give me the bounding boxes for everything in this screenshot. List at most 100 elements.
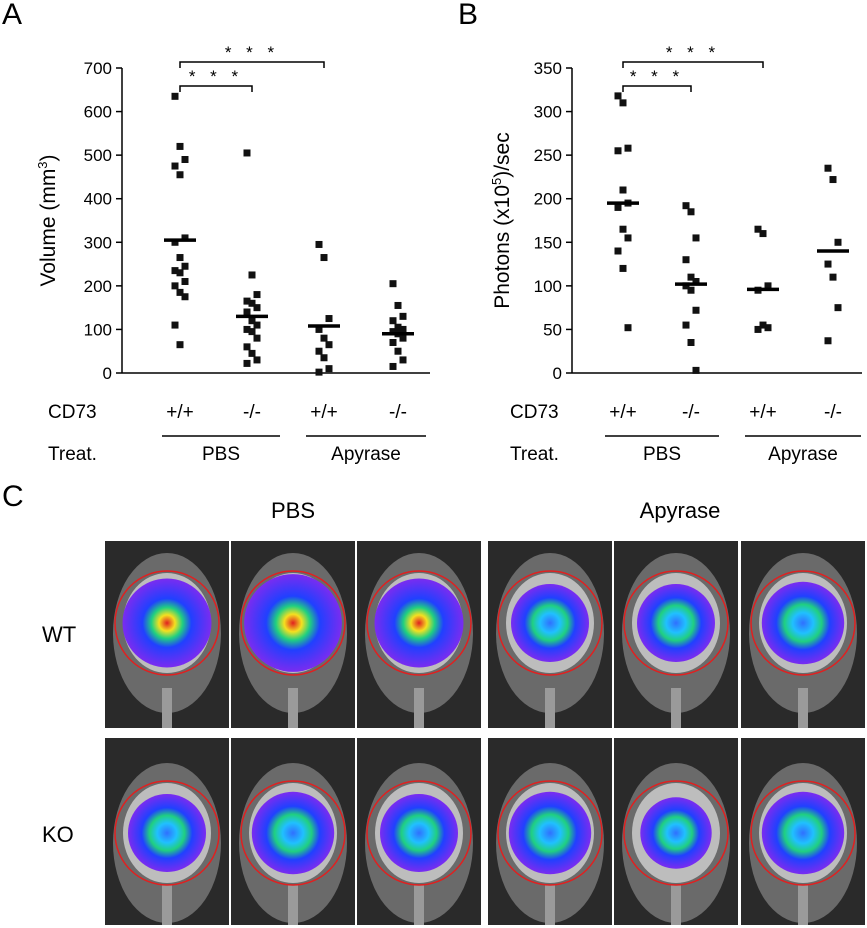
- group-label: Apyrase: [331, 444, 401, 465]
- y-tick-label: 0: [103, 364, 112, 383]
- data-point: [248, 299, 256, 307]
- data-point: [692, 306, 700, 314]
- data-point: [248, 349, 256, 357]
- data-point: [624, 324, 632, 332]
- data-point: [181, 262, 189, 270]
- data-point: [764, 324, 772, 332]
- sig-bracket-long-label: * * *: [666, 43, 720, 62]
- data-point: [248, 271, 256, 279]
- row-label-cd73: CD73: [510, 402, 559, 423]
- data-point: [399, 334, 407, 342]
- mouse-image: [614, 738, 738, 925]
- data-point: [394, 323, 402, 331]
- data-point: [829, 273, 837, 281]
- mouse-image: [614, 541, 738, 728]
- data-point: [320, 354, 328, 362]
- data-point: [325, 365, 333, 373]
- data-point: [624, 234, 632, 242]
- data-point: [389, 328, 397, 336]
- mouse-image: [357, 738, 481, 925]
- y-tick-label: 600: [84, 103, 112, 122]
- data-point: [759, 321, 767, 329]
- data-point: [176, 142, 184, 150]
- data-point: [176, 171, 184, 179]
- sig-bracket-short-label: * * *: [189, 67, 243, 86]
- data-point: [243, 325, 251, 333]
- data-point: [171, 282, 179, 290]
- panel-letter-c: C: [2, 480, 24, 513]
- sig-bracket-short: [622, 85, 692, 92]
- y-tick-label: 50: [543, 320, 562, 339]
- data-point: [389, 317, 397, 325]
- data-point: [253, 356, 261, 364]
- data-point: [253, 321, 261, 329]
- data-point: [824, 164, 832, 172]
- data-point: [171, 162, 179, 170]
- category-label: -/-: [824, 402, 842, 423]
- data-point: [315, 368, 323, 376]
- data-point: [176, 269, 184, 277]
- data-point: [243, 343, 251, 351]
- data-point: [171, 321, 179, 329]
- data-point: [171, 267, 179, 275]
- data-point: [829, 176, 837, 184]
- data-point: [682, 256, 690, 264]
- data-point: [320, 334, 328, 342]
- data-point: [253, 291, 261, 299]
- mouse-image: [105, 738, 229, 925]
- data-point: [692, 366, 700, 374]
- category-label: -/-: [389, 402, 407, 423]
- y-tick-label: 400: [84, 190, 112, 209]
- mouse-image: [741, 541, 865, 728]
- data-point: [248, 328, 256, 336]
- mouse-image: [105, 541, 229, 728]
- sig-bracket-short: [179, 85, 253, 92]
- sig-bracket-short-label: * * *: [630, 67, 684, 86]
- sig-bracket-long: [179, 61, 325, 68]
- y-tick-label: 350: [534, 59, 562, 78]
- data-point: [399, 312, 407, 320]
- data-point: [692, 278, 700, 285]
- data-point: [394, 301, 402, 309]
- mouse-image: [488, 541, 612, 728]
- data-point: [834, 304, 842, 312]
- data-point: [389, 362, 397, 370]
- row-label-treat: Treat.: [510, 444, 559, 465]
- chart-b: 0 50 100 150 200 250 300 350 Photons (x105)/sec *…: [489, 43, 862, 465]
- data-point: [389, 339, 397, 346]
- data-point: [399, 356, 407, 364]
- y-axis-label: Volume (mm3): [35, 154, 60, 286]
- mouse-image: [741, 738, 865, 925]
- data-point: [614, 247, 622, 255]
- category-label: -/-: [243, 402, 261, 423]
- data-point: [399, 325, 407, 333]
- data-point: [315, 240, 323, 248]
- y-tick-label: 150: [534, 233, 562, 252]
- data-point: [687, 273, 695, 281]
- group-label: PBS: [202, 444, 240, 465]
- mouse-image: [231, 738, 355, 925]
- data-point: [176, 254, 184, 262]
- data-point: [394, 347, 402, 355]
- data-point: [243, 297, 251, 305]
- data-point: [320, 254, 328, 262]
- category-label: +/+: [310, 402, 337, 423]
- data-point: [754, 225, 762, 233]
- data-point: [253, 334, 261, 342]
- data-point: [325, 341, 333, 349]
- row-label-wt: WT: [42, 622, 77, 647]
- data-point: [824, 337, 832, 345]
- mouse-image: [357, 541, 481, 728]
- group-label: Apyrase: [768, 444, 838, 465]
- data-point: [315, 347, 323, 355]
- category-label: -/-: [682, 402, 700, 423]
- data-point: [315, 325, 323, 333]
- data-point: [614, 147, 622, 155]
- category-label: +/+: [609, 402, 636, 423]
- data-point: [253, 304, 261, 312]
- chart-a: 0 100 200 300 400 500 600 700 Volume (mm3) * * * *…: [35, 43, 430, 465]
- data-point: [181, 234, 189, 242]
- group-label: PBS: [643, 444, 681, 465]
- y-tick-label: 200: [84, 277, 112, 296]
- data-point: [619, 225, 627, 233]
